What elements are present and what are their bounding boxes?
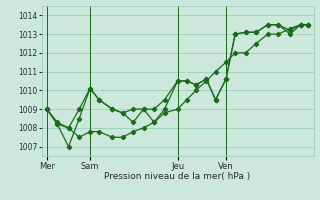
X-axis label: Pression niveau de la mer( hPa ): Pression niveau de la mer( hPa ) bbox=[104, 172, 251, 181]
